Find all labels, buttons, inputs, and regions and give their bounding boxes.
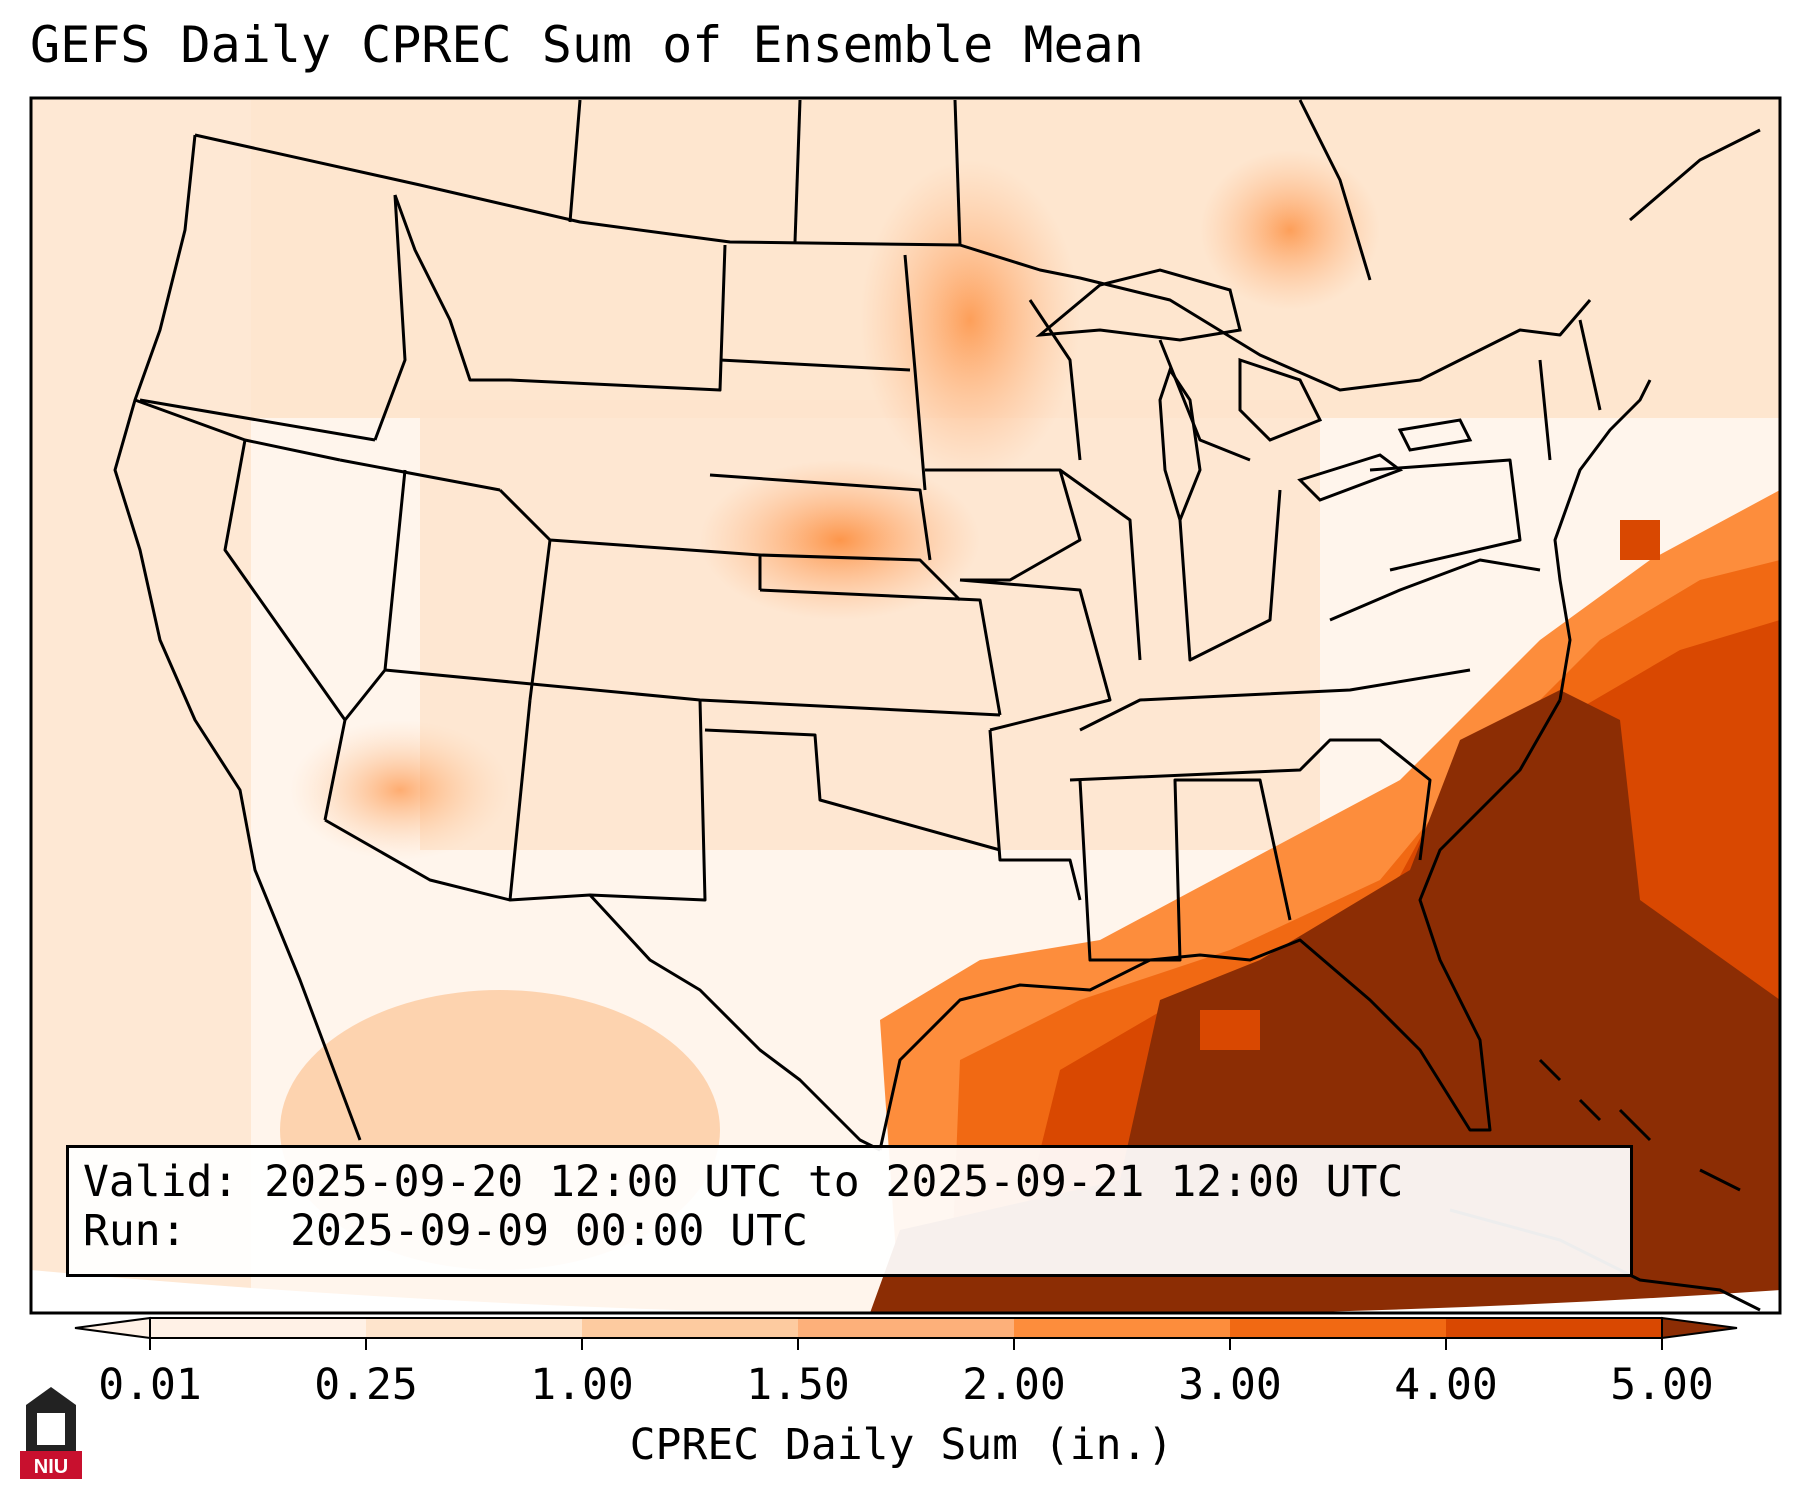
border-nd-sd [719, 358, 911, 372]
valid-label: Valid: [83, 1157, 239, 1207]
precip-core-arizona [290, 720, 510, 860]
colorbar-tick-label: 4.00 [1394, 1360, 1498, 1410]
us-mexico-border [324, 818, 881, 1152]
colorbar-tick-label: 1.00 [530, 1360, 634, 1410]
colorbar-tick-label: 0.01 [98, 1360, 202, 1410]
colorbar-segment [1446, 1318, 1662, 1338]
precip-cell-plains [1620, 520, 1660, 560]
border-va-nc [1329, 558, 1541, 622]
border-mt-wy-nd [509, 244, 727, 392]
colorbar-outline [149, 1317, 1663, 1339]
border-ms-al [1078, 778, 1292, 962]
border-ne-ks [759, 553, 962, 602]
niu-logo: NIU [20, 1387, 82, 1479]
maritimes [1629, 128, 1761, 222]
precip-field-west [31, 98, 251, 1313]
colorbar-segment [798, 1318, 1014, 1338]
colorbar-tick-label: 2.00 [962, 1360, 1066, 1410]
colorbar-tick-label: 5.00 [1610, 1360, 1714, 1410]
state-boundaries [113, 133, 1652, 1152]
precip-core-minnesota [860, 160, 1080, 480]
precip-core-nebraska [700, 460, 980, 620]
hudson-coast [1298, 99, 1372, 281]
colorbar-title: CPREC Daily Sum (in.) [629, 1420, 1174, 1470]
border-pa-ny [1369, 458, 1522, 572]
border-ca-nv [223, 439, 347, 721]
border-nm-tx [589, 699, 707, 902]
colorbar [74, 1316, 1738, 1350]
colorbar-segment [1014, 1318, 1230, 1338]
precip-cell-gulf [1200, 1010, 1260, 1050]
colorbar-segment [366, 1318, 582, 1338]
border-new-england [1538, 319, 1602, 461]
east-coast [1553, 379, 1652, 701]
niu-logo-banner [20, 1451, 82, 1479]
colorbar-segment [582, 1318, 798, 1338]
border-mn-dakotas [903, 254, 927, 491]
colorbar-segment [1230, 1318, 1446, 1338]
colorbar-tick-label: 3.00 [1178, 1360, 1282, 1410]
border-wy-co-ne [498, 488, 762, 590]
lake-ontario [1397, 418, 1473, 452]
border-ia [925, 468, 1082, 582]
border-ar-la [988, 729, 1082, 901]
colorbar-segment [150, 1318, 366, 1338]
canada-provinces [568, 99, 1761, 281]
border-tn-ky [1079, 668, 1471, 732]
great-lakes [1035, 268, 1473, 525]
us-canada-border [194, 133, 1592, 392]
colorbar-extend-max [1661, 1316, 1738, 1340]
west-coast [113, 134, 362, 1141]
colorbar-extend-min [74, 1316, 151, 1340]
map-panel [31, 98, 1780, 1313]
lake-huron [1238, 357, 1323, 442]
canada-line-2 [793, 99, 802, 243]
lake-superior [1035, 268, 1242, 342]
lake-erie [1297, 453, 1404, 502]
valid-time-range: 2025-09-20 12:00 UTC to 2025-09-21 12:00… [264, 1157, 1404, 1207]
border-id-nv-ut [339, 458, 501, 492]
run-time: 2025-09-09 00:00 UTC [290, 1206, 808, 1257]
run-label: Run: [83, 1206, 187, 1257]
projection-edge-mask [31, 1270, 1780, 1313]
border-tn-south [1069, 738, 1432, 861]
border-mo [959, 578, 1112, 732]
canada-line-1 [568, 99, 582, 223]
border-il-in-oh [1059, 468, 1282, 662]
bahamas [1538, 1058, 1652, 1142]
canada-line-3 [953, 99, 962, 246]
border-sd-ne [709, 473, 932, 561]
niu-logo-text: NIU [34, 1456, 68, 1478]
map-frame [29, 96, 1782, 1315]
border-wa-or [139, 398, 376, 442]
border-az-nm [508, 699, 532, 901]
border-id-mt [393, 194, 510, 382]
border-or-id [373, 194, 407, 441]
border-ks-ok [759, 588, 1002, 716]
precip-core-ontario [1200, 150, 1380, 310]
colorbar-tick-label: 0.25 [314, 1360, 418, 1410]
niu-logo-window-icon [37, 1413, 65, 1445]
map-title: GEFS Daily CPREC Sum of Ensemble Mean [30, 16, 1144, 74]
border-ut-co [528, 539, 552, 701]
colorbar-tick-label: 1.50 [746, 1360, 850, 1410]
lake-michigan [1158, 366, 1202, 525]
border-tx-ok [704, 728, 1001, 852]
hispaniola [1699, 1168, 1741, 1192]
valid-run-info-box: Valid: 2025-09-20 12:00 UTC to 2025-09-2… [66, 1145, 1633, 1277]
gulf-coast [878, 699, 1562, 1151]
border-nv-ut-az [323, 469, 407, 821]
